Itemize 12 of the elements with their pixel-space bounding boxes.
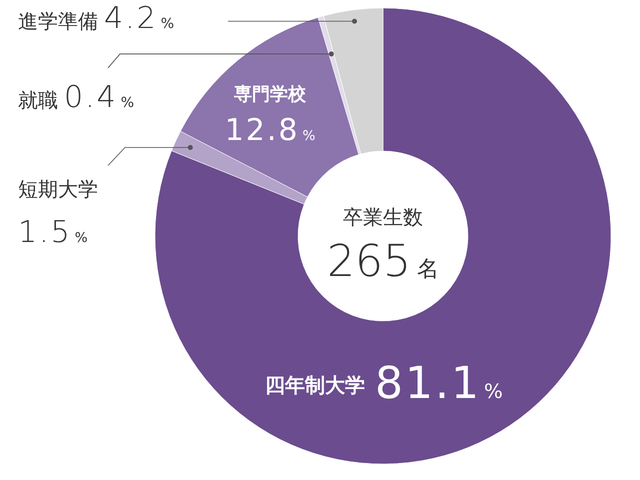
data-label: 81.1% [375,358,503,409]
slice-label: 就職 [18,88,58,112]
slice-label: 四年制大学 [265,373,365,397]
text: 卒業生数 [343,205,423,229]
data-label: 0.4% [64,80,134,115]
data-label: 1.5% [18,215,88,250]
slice-label: 進学準備 [18,9,98,33]
data-label: 4.2% [104,1,174,36]
donut-slice [154,8,612,464]
slice-label: 短期大学 [18,177,98,201]
slice-label: 専門学校 [233,84,307,105]
data-label: 12.8% [224,113,316,148]
